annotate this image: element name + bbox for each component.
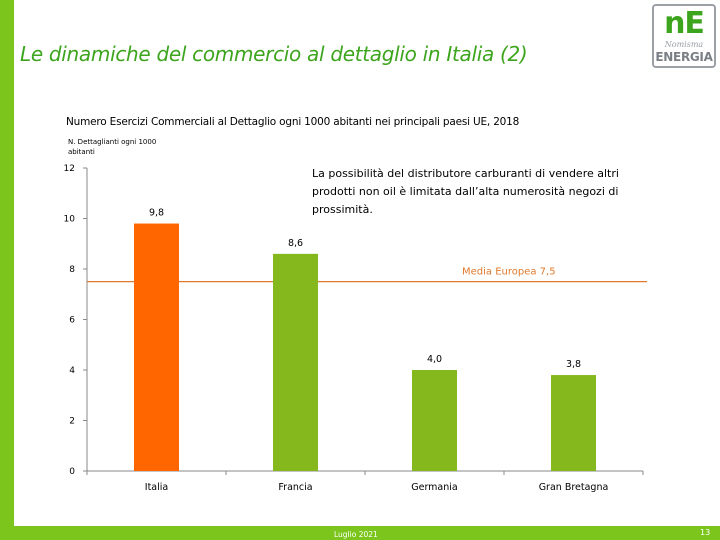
- data-label: 9,8: [149, 208, 164, 219]
- page-number: 13: [700, 528, 711, 537]
- y-tick-label: 10: [64, 215, 76, 225]
- data-label: 3,8: [566, 359, 581, 370]
- logo-word: ENERGIA: [655, 50, 713, 64]
- x-tick-label: Germania: [411, 482, 458, 493]
- nomisma-energia-logo: nE Nomisma ENERGIA: [652, 4, 716, 68]
- x-tick-label: Gran Bretagna: [539, 482, 609, 493]
- y-tick-label: 12: [64, 164, 75, 174]
- logo-script: Nomisma: [664, 40, 704, 49]
- footer-date: Luglio 2021: [334, 530, 378, 539]
- bar-gran-bretagna: [551, 375, 596, 471]
- y-tick-label: 0: [69, 467, 75, 477]
- y-tick-label: 2: [69, 417, 75, 427]
- y-tick-label: 4: [69, 366, 75, 376]
- left-frame-bar: [0, 0, 14, 540]
- footer-bar: [0, 526, 720, 540]
- reference-line-label: Media Europea 7,5: [462, 267, 556, 278]
- x-tick-label: Italia: [145, 482, 168, 493]
- y-tick-label: 6: [69, 316, 75, 326]
- y-tick-label: 8: [69, 265, 75, 275]
- bar-germania: [412, 370, 457, 471]
- data-label: 8,6: [288, 238, 303, 249]
- bar-francia: [273, 253, 318, 471]
- y-axis-label: N. Dettaglianti ogni 1000 abitanti: [68, 138, 157, 156]
- chart-title: Numero Esercizi Commerciali al Dettaglio…: [66, 116, 520, 128]
- slide-title: Le dinamiche del commercio al dettaglio …: [20, 42, 528, 66]
- data-label: 4,0: [427, 354, 442, 365]
- bar-italia: [134, 223, 179, 471]
- chart-annotation: La possibilità del distributore carburan…: [312, 167, 619, 216]
- x-tick-label: Francia: [278, 482, 312, 493]
- slide-canvas: [14, 0, 720, 540]
- logo-mark: nE: [664, 6, 705, 41]
